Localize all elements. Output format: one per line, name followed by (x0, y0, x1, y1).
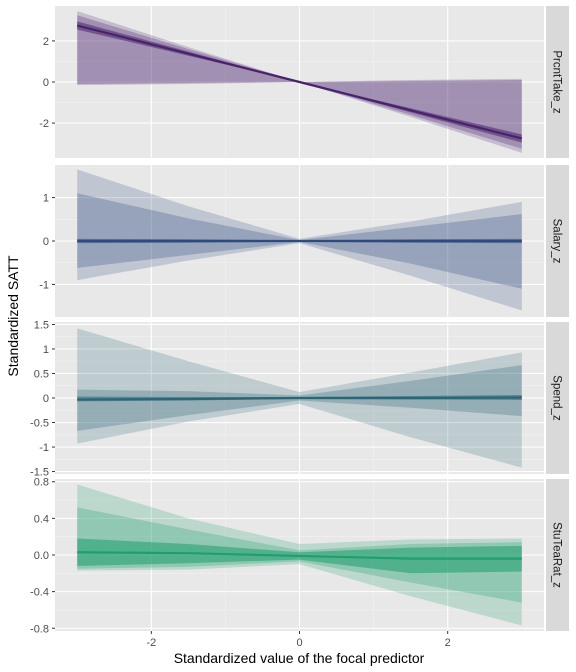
y-tick-label: -1 (39, 442, 49, 454)
median-line (76, 24, 523, 140)
facet-strip (546, 322, 569, 474)
y-tick-label: 0.4 (34, 513, 49, 525)
y-tick-label: 1 (43, 344, 49, 356)
y-tick-label: -0.8 (30, 623, 49, 635)
y-axis-title: Standardized SATT (5, 255, 21, 377)
y-tick-label: 1 (43, 193, 49, 205)
facet-strip-label: PrcntTake_z (551, 50, 563, 114)
y-tick-label: 0.5 (34, 368, 49, 380)
y-tick-label: 0 (43, 393, 49, 405)
panel-StuTeaRat_z: -0.8 -0.4 0.0 0.4 0.8 StuTeaRat_z (30, 477, 569, 635)
panels: -2 0 2 PrcntTake_z -1 0 1 Salary_z -1.5 -1 -0.5 0 0.… (30, 6, 569, 635)
median-line (77, 551, 522, 560)
facet-strip (546, 165, 569, 317)
facet-strip-label: Salary_z (551, 219, 563, 264)
facet-strip (546, 6, 569, 158)
x-axis-title: Standardized value of the focal predicto… (174, 650, 425, 666)
facet-strip (546, 479, 569, 631)
y-tick-label: -0.5 (30, 418, 49, 430)
y-tick-label: -0.4 (30, 587, 49, 599)
x-tick-label: -2 (146, 637, 156, 649)
y-tick-label: 0.0 (34, 550, 49, 562)
median-line (77, 396, 522, 401)
y-tick-label: 0 (43, 236, 49, 248)
panel-PrcntTake_z: -2 0 2 PrcntTake_z (39, 6, 569, 158)
x-axis: -2 0 2 (146, 631, 451, 649)
panel-Spend_z: -1.5 -1 -0.5 0 0.5 1 1.5 Spend_z (30, 319, 569, 479)
ribbon-band-mid (77, 15, 522, 149)
y-tick-label: 1.5 (34, 319, 49, 331)
y-tick-label: -2 (39, 118, 49, 130)
y-tick-label: 2 (43, 36, 49, 48)
x-tick-label: 2 (445, 637, 451, 649)
facet-strip-label: Spend_z (551, 375, 563, 421)
panel-Salary_z: -1 0 1 Salary_z (39, 165, 569, 317)
y-tick-label: -1 (39, 279, 49, 291)
y-tick-label: 0.8 (34, 477, 49, 489)
facet-strip-label: StuTeaRat_z (551, 522, 563, 588)
x-tick-label: 0 (296, 637, 302, 649)
y-tick-label: 0 (43, 77, 49, 89)
y-tick-label: -1.5 (30, 467, 49, 479)
